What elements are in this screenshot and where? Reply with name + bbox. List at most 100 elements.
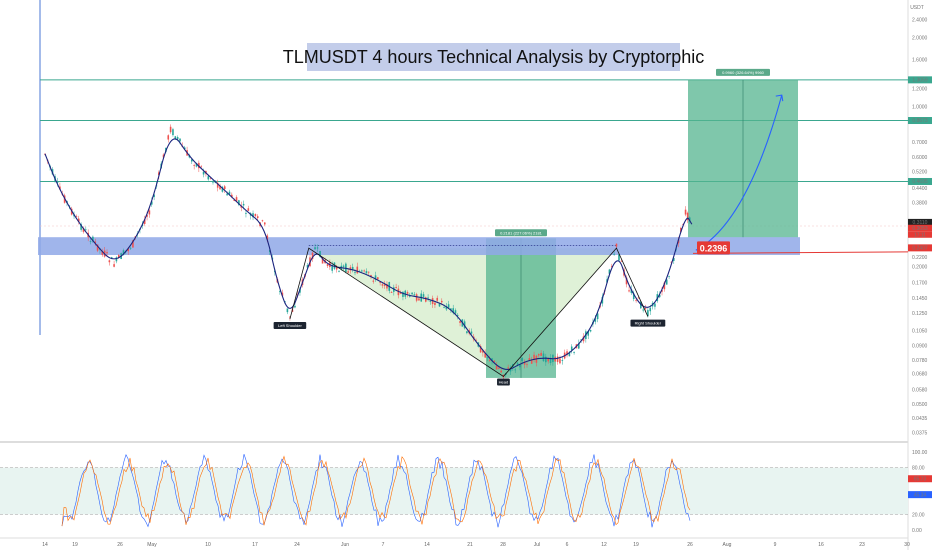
candle-body [347,271,349,273]
candle [568,350,571,357]
candle-body [148,210,151,215]
candle-body [228,191,231,195]
candle-body [578,343,580,349]
time-axis[interactable]: 14 19 26 May 10 17 24 Jun 7 14 21 28 Jul 6 12 19 26 Aug 9 1… [42,542,910,548]
candle-body [101,251,104,255]
candle [495,362,498,370]
y-tick-label: 0.1050 [912,328,928,334]
candle-body [630,289,633,294]
chart-title: TLMUSDT 4 hours Technical Analysis by Cr… [282,46,705,67]
y-tick-label: 1.6000 [912,58,928,64]
price-axis[interactable]: 4.80003.40002.40002.00001.60001.20001.00… [912,0,928,437]
candle-body [94,241,97,244]
candle [570,344,573,354]
candle-body [361,270,363,272]
candle [338,270,340,273]
y-tick-label: 0.0780 [912,358,928,364]
candle-body [459,321,461,323]
current-price-value: 0.2396 [700,243,728,253]
y-tick-label: 0.0680 [912,371,928,377]
candle [108,259,111,266]
candle [365,268,368,274]
candle-body [247,208,250,211]
candle-body [540,352,542,356]
candle-body [530,359,533,364]
candle [326,263,329,269]
candle [509,365,512,375]
candle [447,300,450,309]
candle-body [488,359,491,361]
candle-body [466,331,468,334]
y-tick-label: 0.3800 [912,200,928,206]
candle-body [212,181,214,183]
candle-body [335,267,338,270]
candle [429,300,432,305]
candle-body [615,243,618,247]
candle [486,357,489,362]
candle [167,134,170,143]
candle-body [129,247,132,249]
candle-body [377,277,379,280]
candle-body [122,250,125,256]
price-label-bg [908,76,932,84]
candle [589,329,592,333]
candle-body [286,308,289,313]
candle [221,185,224,193]
candle [528,354,531,361]
candle-body [556,356,559,362]
y-tick-label: 0.2200 [912,255,928,261]
candle [500,368,502,374]
candle [632,290,635,302]
candle-body [440,300,443,303]
y-tick-label: 0.0435 [912,416,928,422]
candle [402,291,404,301]
stoch-tick: 20.00 [912,512,925,518]
candle-body [545,356,547,363]
candle-body [252,213,254,218]
candle-body [167,135,170,140]
candle-body [507,367,509,369]
candle-body [207,176,210,180]
candle-body [493,360,496,362]
candle-body [132,240,134,248]
candle-body [418,298,420,301]
candle-body [281,292,284,296]
candle-body [632,293,635,300]
x-tick-label: 24 [294,542,300,548]
candle-body [235,197,238,202]
candle-body [176,137,179,140]
candle-body [363,270,365,272]
candle-body [561,360,564,361]
candle-body [684,209,687,215]
candle-body [475,339,477,341]
candle-body [628,290,630,292]
x-tick-label: 19 [633,542,639,548]
candle-body [331,264,333,271]
candle [470,328,473,336]
x-tick-label: 6 [566,542,569,548]
price-label: 0.8673 [912,118,928,124]
candle [406,290,409,298]
x-tick-label: Jul [534,542,540,548]
x-tick-label: 21 [467,542,473,548]
candle-body [354,271,356,273]
candle [540,350,542,356]
x-tick-label: 7 [382,542,385,548]
ma-line [44,138,693,371]
candle-body [216,182,219,188]
candle [383,280,386,289]
candle [94,238,97,247]
candle-body [445,306,448,310]
candle [279,290,281,295]
y-tick-label: 0.0500 [912,402,928,408]
target-label: 0.9960 (326.64%) 9960 [722,70,765,75]
candle-body [618,254,620,261]
candle-body [264,222,266,225]
chart-title-box: TLMUSDT 4 hours Technical Analysis by Cr… [283,43,704,71]
candle [77,215,80,225]
candle-body [542,353,545,362]
candle-body [514,369,517,371]
x-tick-label: 14 [424,542,430,548]
